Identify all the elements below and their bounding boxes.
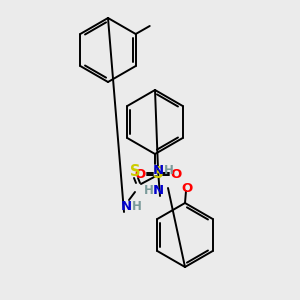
Text: H: H <box>144 184 154 196</box>
Text: O: O <box>134 167 146 181</box>
Text: S: S <box>130 164 140 179</box>
Text: H: H <box>164 164 174 176</box>
Text: O: O <box>182 182 193 196</box>
Text: N: N <box>152 164 164 176</box>
Text: O: O <box>170 167 182 181</box>
Text: H: H <box>132 200 142 212</box>
Text: N: N <box>120 200 132 212</box>
Text: S: S <box>153 167 163 182</box>
Text: N: N <box>152 184 164 196</box>
